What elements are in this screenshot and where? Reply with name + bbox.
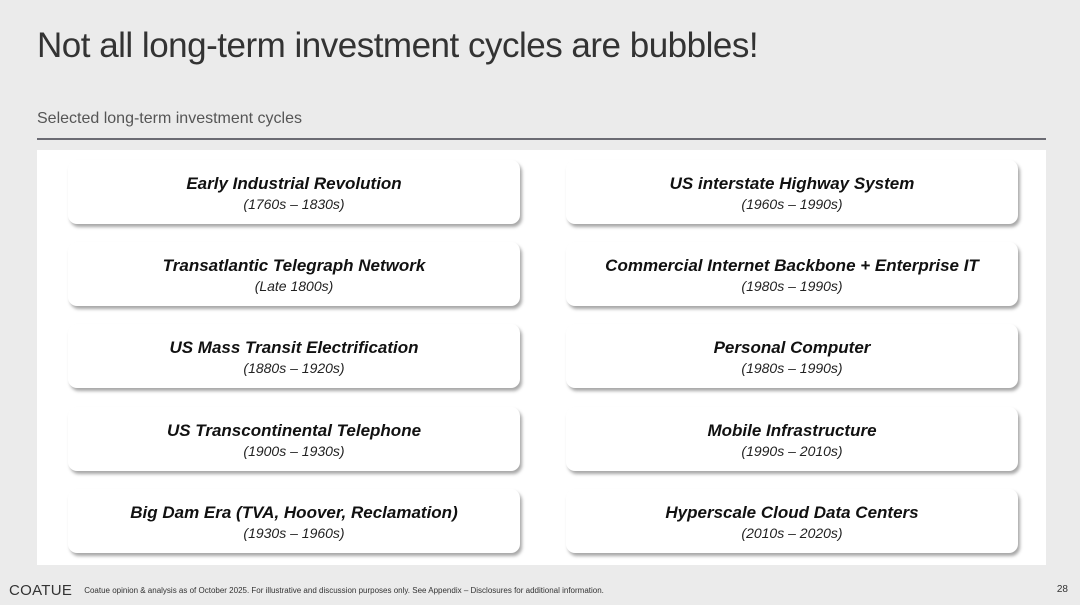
divider xyxy=(37,138,1046,140)
page-title: Not all long-term investment cycles are … xyxy=(37,26,759,65)
cycle-name: US interstate Highway System xyxy=(669,174,915,193)
cycle-name: Hyperscale Cloud Data Centers xyxy=(665,503,919,522)
cycle-period: (1990s – 2010s) xyxy=(741,443,843,459)
cycle-name: Big Dam Era (TVA, Hoover, Reclamation) xyxy=(130,503,458,522)
cycle-name: Commercial Internet Backbone + Enterpris… xyxy=(605,256,979,275)
cycle-period: (1930s – 1960s) xyxy=(243,525,345,541)
cycle-card: Big Dam Era (TVA, Hoover, Reclamation) (1… xyxy=(68,489,520,553)
cycle-period: (1760s – 1830s) xyxy=(243,196,345,212)
page-number: 28 xyxy=(1056,584,1068,595)
cycle-period: (1880s – 1920s) xyxy=(243,360,345,376)
cycle-card: Commercial Internet Backbone + Enterpris… xyxy=(566,242,1018,306)
cycle-card: US Mass Transit Electrification (1880s – … xyxy=(68,324,520,388)
cycle-card: Hyperscale Cloud Data Centers (2010s – 20… xyxy=(566,489,1018,553)
section-subtitle: Selected long-term investment cycles xyxy=(37,110,302,127)
cycle-card: Early Industrial Revolution (1760s – 1830… xyxy=(68,160,520,224)
coatue-logo: COATUE xyxy=(9,582,73,599)
cycle-name: Personal Computer xyxy=(713,338,871,357)
cycle-period: (1900s – 1930s) xyxy=(243,443,345,459)
cycle-card: Personal Computer (1980s – 1990s) xyxy=(566,324,1018,388)
cycle-period: (Late 1800s) xyxy=(254,278,334,294)
cycle-card: US Transcontinental Telephone (1900s – 19… xyxy=(68,407,520,471)
cycle-name: US Mass Transit Electrification xyxy=(169,338,419,357)
cycle-name: Mobile Infrastructure xyxy=(707,421,877,440)
cycle-period: (2010s – 2020s) xyxy=(741,525,843,541)
cycle-card: Transatlantic Telegraph Network (Late 180… xyxy=(68,242,520,306)
cycle-period: (1980s – 1990s) xyxy=(741,278,843,294)
footer: COATUE Coatue opinion & analysis as of O… xyxy=(9,582,604,599)
cycle-card: US interstate Highway System (1960s – 199… xyxy=(566,160,1018,224)
cycle-name: Early Industrial Revolution xyxy=(186,174,402,193)
cycle-period: (1980s – 1990s) xyxy=(741,360,843,376)
cycle-name: Transatlantic Telegraph Network xyxy=(162,256,426,275)
cycle-period: (1960s – 1990s) xyxy=(741,196,843,212)
cycle-card: Mobile Infrastructure (1990s – 2010s) xyxy=(566,407,1018,471)
cycle-name: US Transcontinental Telephone xyxy=(166,421,422,440)
disclaimer: Coatue opinion & analysis as of October … xyxy=(84,586,604,595)
